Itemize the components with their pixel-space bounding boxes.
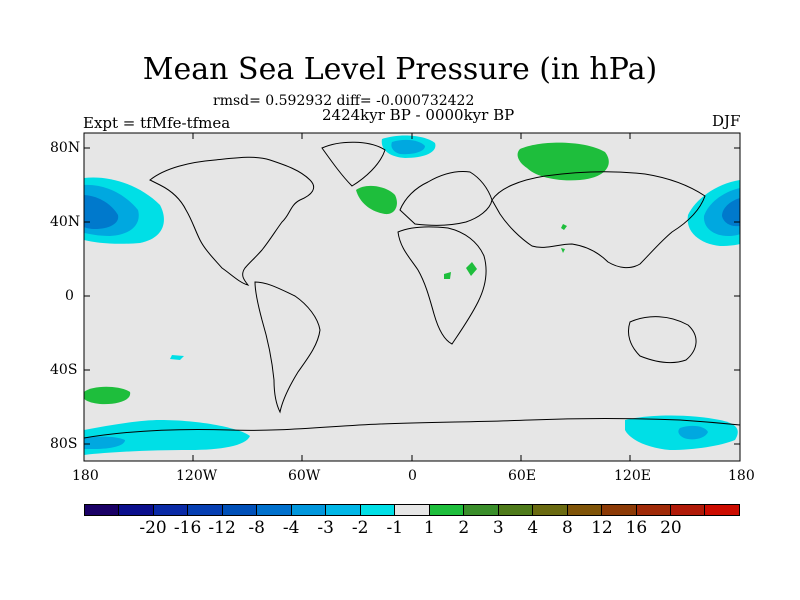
colorbar-swatch [636,505,671,515]
colorbar-swatch [395,505,430,515]
lon-label-120e: 120E [614,468,651,484]
colorbar-swatch [567,505,603,515]
map-ticks [84,133,740,461]
lat-label-40n: 40N [50,214,81,230]
anomaly-arctic-mid [391,139,425,155]
colorbar-label: 3 [492,518,504,538]
stats-subtitle: rmsd= 0.592932 diff= -0.000732422 [213,93,475,109]
colorbar-swatch [602,505,637,515]
colorbar-swatch [85,505,120,515]
period-subtitle: 2424kyr BP - 0000kyr BP [322,106,515,124]
colorbar-swatch [291,505,327,515]
colorbar-swatch [533,505,568,515]
coast-asia [491,171,706,269]
colorbar-swatch [705,505,739,515]
colorbar-label: 12 [591,518,613,538]
coast-europe [399,171,493,226]
lon-label-180-east: 180 [728,468,755,484]
lat-label-80n: 80N [50,140,81,156]
coast-australia [627,316,697,364]
map-background [84,133,740,461]
anomaly-southern-ocean-weak [84,420,250,455]
colorbar-label: -3 [317,518,334,538]
colorbar-label: -2 [351,518,369,538]
colorbar-swatch [119,505,154,515]
lat-label-80s: 80S [50,436,78,452]
coastlines [83,141,741,439]
colorbar-label: -1 [386,518,404,538]
anomaly-southern-ocean-mid [84,436,125,449]
colorbar-label: 16 [625,518,648,538]
colorbar-swatch [257,505,292,515]
experiment-label: Expt = tfMfe-tfmea [83,114,231,132]
anomaly-spac-neg [170,355,184,360]
coast-north-america [149,156,315,286]
colorbar-label: 20 [660,518,682,538]
colorbar-swatch [222,505,258,515]
colorbar-label: 8 [561,518,573,538]
lon-label-60w: 60W [288,468,321,484]
colorbar-label: -12 [208,518,236,538]
colorbar-swatch [464,505,499,515]
colorbar-label: 4 [527,518,539,538]
season-label: DJF [712,112,741,130]
anomaly-asia-pos-1 [561,224,567,230]
anomaly-siberia-pos [517,142,609,181]
anomaly-africa-pos-2 [444,272,451,279]
chart-title: Mean Sea Level Pressure (in hPa) [142,52,658,87]
coast-south-america [254,281,321,414]
colorbar-label: 1 [423,518,435,538]
lat-label-40s: 40S [50,362,78,378]
colorbar-label: -4 [282,518,300,538]
lon-label-180-west: 180 [72,468,99,484]
colorbar-swatch [498,505,534,515]
colorbar-swatch [670,505,706,515]
lon-label-120w: 120W [176,468,218,484]
anomaly-patches [84,135,740,455]
colorbar-swatch [326,505,361,515]
anomaly-npac-east-strong [722,198,740,227]
lon-label-60e: 60E [508,468,537,484]
lat-label-0: 0 [65,288,74,304]
anomaly-southern-ocean-east-mid [678,425,708,440]
coast-greenland [321,141,386,187]
colorbar-label: 2 [458,518,470,538]
anomaly-asia-pos-2 [561,248,565,253]
colorbar-swatch [429,505,465,515]
anomaly-africa-pos-1 [466,262,477,276]
anomaly-npac-west-strong [84,195,119,229]
colorbar-label: -16 [173,518,202,538]
colorbar-label: -20 [139,518,167,538]
coast-antarctica [83,418,741,439]
anomaly-natl-pos [356,185,397,215]
anomaly-spac-west-pos [84,386,131,405]
lon-label-0: 0 [408,468,417,484]
colorbar-swatch [153,505,189,515]
colorbar [84,504,740,516]
colorbar-swatch [188,505,223,515]
colorbar-label: -8 [248,518,265,538]
colorbar-swatch [360,505,396,515]
coast-africa [397,226,487,345]
